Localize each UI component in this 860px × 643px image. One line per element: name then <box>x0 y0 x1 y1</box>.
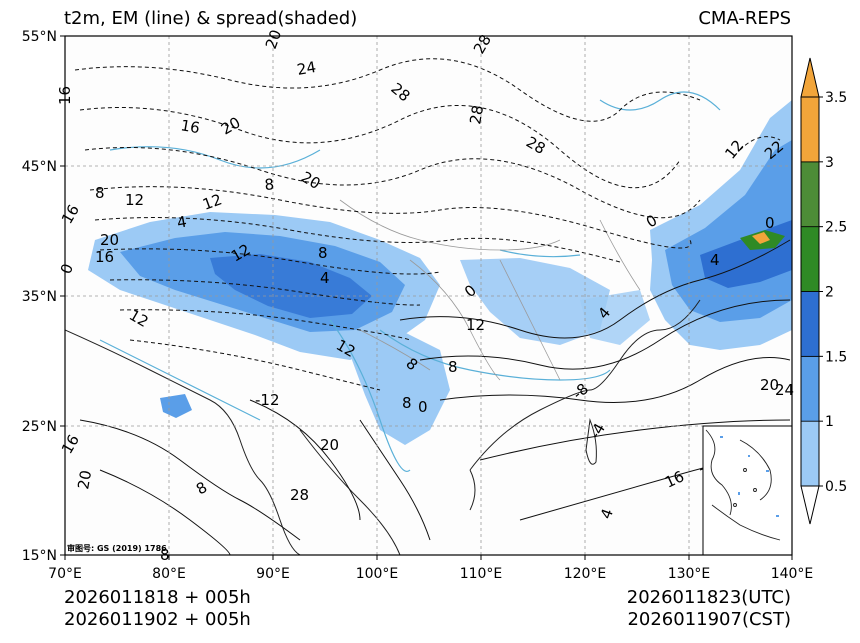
contour-label: 8 <box>402 394 412 412</box>
contour-label: 4 <box>176 213 189 232</box>
contour-label: 20 <box>74 469 95 491</box>
colorbar-tick-label: 0.5 <box>825 479 847 495</box>
coastlines <box>65 299 701 555</box>
colorbar-segment <box>800 420 820 487</box>
colorbar: 0.5 1 1.5 2 2.5 3 3.5 <box>800 57 847 525</box>
colorbar-tick-label: 2.5 <box>825 220 847 236</box>
lat-label: 45°N <box>22 159 57 175</box>
lat-label: 25°N <box>22 419 57 435</box>
contour-label: 8 <box>318 244 328 262</box>
lat-label: 15°N <box>22 548 57 564</box>
contour-label: 20 <box>320 436 339 454</box>
contour-label: 20 <box>262 27 285 51</box>
colorbar-over-arrow <box>800 57 820 98</box>
contour-label: 0 <box>765 214 775 232</box>
contour-label: -12 <box>255 391 280 409</box>
positive-contours <box>79 239 791 555</box>
lon-label: 70°E <box>48 566 82 582</box>
axis-ticks <box>60 35 793 560</box>
south-china-sea-inset <box>702 425 793 556</box>
colorbar-segment <box>800 355 820 422</box>
contour-label: 8 <box>264 175 275 194</box>
valid-time-utc: 2026011823(UTC) <box>626 587 791 608</box>
colorbar-under-arrow <box>800 485 820 525</box>
colorbar-segment <box>800 161 820 228</box>
lon-label: 120°E <box>564 566 607 582</box>
lon-label: 90°E <box>256 566 290 582</box>
lat-label: 55°N <box>22 29 57 45</box>
contour-label: 24 <box>296 58 318 79</box>
contour-label: 4 <box>710 251 720 269</box>
colorbar-segment <box>800 226 820 292</box>
colorbar-tick-label: 3 <box>825 155 834 171</box>
gridlines <box>65 36 792 555</box>
contour-label: 20 <box>760 376 779 394</box>
colorbar-tick-label: 1 <box>825 414 834 430</box>
lat-label: 35°N <box>22 289 57 305</box>
contour-label: 12 <box>125 191 144 209</box>
chart-title: t2m, EM (line) & spread(shaded) <box>64 8 358 29</box>
model-name: CMA-REPS <box>698 8 791 29</box>
contour-label: 4 <box>320 269 330 287</box>
lon-label: 100°E <box>356 566 399 582</box>
init-time-cst: 2026011902 + 005h <box>64 609 251 630</box>
valid-time-cst: 2026011907(CST) <box>627 609 791 630</box>
contour-label: 28 <box>290 486 309 504</box>
colorbar-tick-label: 1.5 <box>825 349 847 365</box>
lon-label: 110°E <box>460 566 503 582</box>
lon-label: 80°E <box>152 566 186 582</box>
init-time-utc: 2026011818 + 005h <box>64 587 251 608</box>
colorbar-tick-label: 3.5 <box>825 90 847 106</box>
map-approval-number: 审图号: GS (2019) 1786 <box>67 543 167 553</box>
contour-label: 0 <box>418 398 428 416</box>
contour-label: 24 <box>775 381 794 399</box>
contour-label: 16 <box>95 248 114 266</box>
contour-label: 28 <box>466 104 487 126</box>
lon-label: 130°E <box>668 566 711 582</box>
contour-label: 12 <box>200 190 224 213</box>
rivers <box>99 91 721 472</box>
spread-shading <box>88 100 792 445</box>
contour-label: 20 <box>100 231 119 249</box>
colorbar-tick-label: 2 <box>825 285 834 301</box>
contour-label: 8 <box>95 184 105 202</box>
colorbar-segment <box>800 96 820 163</box>
colorbar-segment <box>800 291 820 357</box>
lon-label: 140°E <box>771 566 814 582</box>
contour-label: 8 <box>448 358 458 376</box>
negative-contours <box>74 58 781 391</box>
contour-label: 16 <box>179 116 201 137</box>
contour-label: 12 <box>466 316 485 334</box>
